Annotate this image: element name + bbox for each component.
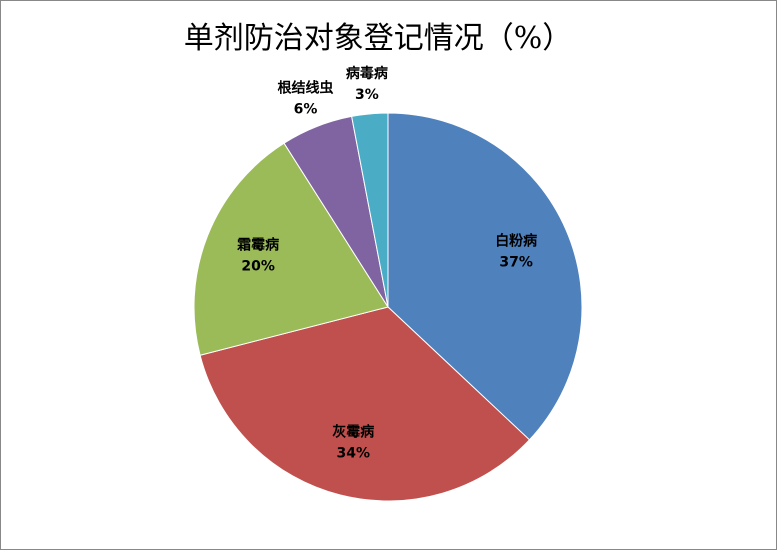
slice-value: 37% <box>499 255 533 271</box>
slice-category: 霜霉病 <box>236 237 279 254</box>
pie-slice <box>351 112 389 308</box>
slice-value: 3% <box>355 87 379 103</box>
pie-slice <box>193 142 389 356</box>
chart-title: 单剂防治对象登记情况（%） <box>184 21 573 56</box>
pie-slice <box>199 306 531 502</box>
slice-value: 6% <box>294 102 318 118</box>
slice-value: 20% <box>241 259 275 275</box>
slice-category: 根结线虫 <box>278 80 334 97</box>
slice-category: 白粉病 <box>495 233 537 250</box>
slice-category: 病毒病 <box>346 65 388 82</box>
pie-slice <box>387 112 583 441</box>
slice-value: 34% <box>337 445 371 461</box>
slice-category: 灰霉病 <box>332 423 374 440</box>
